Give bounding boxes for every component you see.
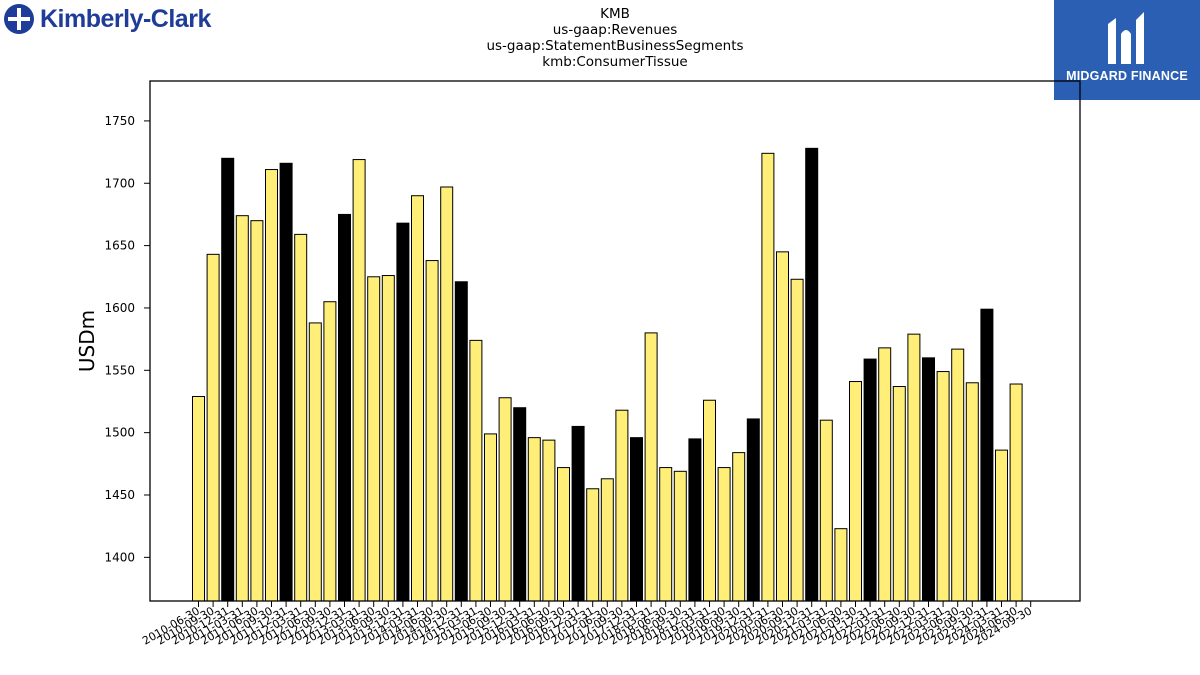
y-axis-label: USDm xyxy=(75,310,99,372)
bar xyxy=(863,358,877,602)
chart-title-line-4: kmb:ConsumerTissue xyxy=(542,54,688,70)
midgard-finance-wordmark: MIDGARD FINANCE xyxy=(1066,69,1188,83)
chart-title-line-1: KMB xyxy=(600,6,630,22)
y-axis: 1400 1450 1500 1550 1600 1650 1700 1750 xyxy=(104,114,150,564)
bar xyxy=(367,276,381,602)
bar xyxy=(323,301,337,602)
bar xyxy=(965,382,979,602)
bar xyxy=(192,395,205,602)
bar xyxy=(279,162,293,602)
bar xyxy=(951,348,965,602)
bar xyxy=(425,260,439,602)
bar xyxy=(484,433,497,602)
bar xyxy=(235,215,249,602)
bar xyxy=(527,437,541,602)
bar xyxy=(688,438,702,602)
bar xyxy=(352,159,366,602)
y-tick-label: 1500 xyxy=(104,426,135,440)
y-tick-label: 1650 xyxy=(104,239,135,253)
bar xyxy=(805,147,819,602)
plot-frame xyxy=(149,80,1081,602)
x-axis: 2010-06-302010-09-302010-12-312011-03-31… xyxy=(140,601,1034,648)
bar xyxy=(995,449,1008,602)
bar xyxy=(469,339,483,602)
bar xyxy=(308,322,322,602)
bar xyxy=(513,407,527,602)
bar xyxy=(717,467,731,602)
bar xyxy=(542,439,556,602)
y-tick-label: 1700 xyxy=(104,176,135,190)
y-tick-label: 1600 xyxy=(104,301,135,315)
bar xyxy=(265,169,278,602)
bar xyxy=(454,281,468,602)
y-tick-label: 1400 xyxy=(104,550,135,564)
y-tick-label: 1450 xyxy=(104,488,135,502)
bar xyxy=(206,253,220,602)
bar xyxy=(673,470,687,602)
bar xyxy=(732,452,746,602)
chart-title-line-3: us-gaap:StatementBusinessSegments xyxy=(486,38,744,54)
chart-title-line-2: us-gaap:Revenues xyxy=(552,22,678,38)
bar xyxy=(396,222,410,602)
bar xyxy=(221,157,235,602)
bar xyxy=(878,347,892,602)
bar xyxy=(849,381,862,602)
bar xyxy=(571,425,585,602)
bar xyxy=(819,419,833,602)
kimberly-clark-emblem-icon xyxy=(4,4,34,34)
bar xyxy=(630,437,643,602)
kimberly-clark-wordmark: Kimberly-Clark xyxy=(40,4,211,33)
bar xyxy=(980,308,994,602)
bar xyxy=(790,278,804,602)
bar xyxy=(498,397,512,602)
y-tick-label: 1550 xyxy=(104,363,135,377)
bar xyxy=(1009,383,1023,602)
bar xyxy=(557,467,570,602)
bar xyxy=(892,386,906,602)
y-tick-label: 1750 xyxy=(104,114,135,128)
midgard-finance-logo: MIDGARD FINANCE xyxy=(1054,0,1200,100)
bar xyxy=(644,332,658,602)
bar xyxy=(703,399,716,602)
bar xyxy=(294,233,308,602)
bar xyxy=(338,213,351,602)
bar xyxy=(834,528,848,602)
bar xyxy=(600,478,614,602)
bar xyxy=(586,488,600,602)
bar xyxy=(746,418,760,602)
bar xyxy=(250,220,264,602)
bar xyxy=(440,186,454,602)
chart-title: KMB us-gaap:Revenues us-gaap:StatementBu… xyxy=(415,6,815,70)
bar xyxy=(907,333,921,602)
bar xyxy=(936,371,950,602)
bar-series xyxy=(192,147,1023,602)
bar xyxy=(659,467,673,602)
bar xyxy=(381,275,395,602)
midgard-emblem-icon xyxy=(1108,12,1144,64)
bar xyxy=(615,409,629,602)
bar xyxy=(761,152,775,602)
bar xyxy=(411,195,424,602)
bar xyxy=(922,357,935,602)
bar xyxy=(776,251,789,602)
kimberly-clark-logo: Kimberly-Clark xyxy=(4,2,244,36)
